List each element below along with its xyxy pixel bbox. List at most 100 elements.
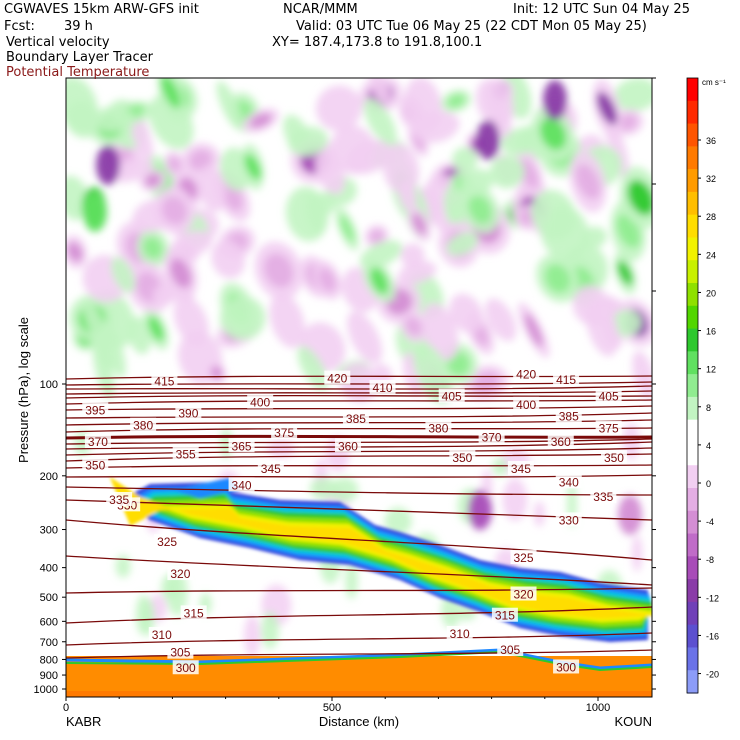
- theta-label: 375: [274, 426, 294, 440]
- theta-label: 305: [170, 646, 190, 660]
- theta-label-bg: [513, 366, 540, 381]
- y-tick-label: 300: [40, 525, 58, 537]
- w-cell: [485, 298, 517, 342]
- colorbar-swatch: [687, 533, 698, 557]
- w-cell: [82, 299, 107, 345]
- theta-label: 350: [85, 458, 105, 472]
- theta-label-bg: [555, 512, 582, 527]
- theta-label: 385: [559, 410, 579, 424]
- theta-line: [66, 555, 652, 586]
- colorbar-label: 20: [706, 288, 716, 298]
- theta-label: 310: [152, 628, 172, 642]
- theta-line: [66, 519, 652, 561]
- theta-label-bg: [497, 642, 524, 657]
- theta-label-bg: [449, 450, 476, 465]
- theta-label-bg: [553, 659, 580, 674]
- theta-line: [66, 399, 652, 405]
- ground-base: [66, 691, 652, 697]
- w-cell: [397, 261, 437, 285]
- w-cell: [531, 189, 577, 240]
- w-cell-core: [619, 114, 638, 131]
- colorbar-label: 24: [706, 250, 716, 260]
- colorbar-label: -4: [706, 517, 714, 527]
- theta-label-bg: [167, 566, 194, 581]
- w-cell-core: [369, 229, 384, 243]
- w-cell-core: [617, 260, 633, 286]
- theta-label: 350: [452, 451, 472, 465]
- w-cell-strong: [618, 495, 642, 535]
- w-cell-strong: [83, 192, 107, 232]
- model-title: CGWAVES 15km ARW-GFS init: [4, 2, 199, 17]
- w-cell: [219, 296, 266, 341]
- theta-label-bg: [148, 626, 175, 641]
- theta-label-bg: [491, 607, 518, 622]
- colorbar-label: -16: [706, 631, 719, 641]
- colorbar-swatch: [687, 283, 698, 307]
- field-2: Boundary Layer Tracer: [6, 50, 153, 65]
- colorbar-swatch: [687, 419, 698, 444]
- theta-label-bg: [172, 660, 199, 675]
- y-axis: 100 200 300 400 500 600 700 800 900 1000: [34, 77, 656, 696]
- theta-label-bg: [175, 405, 202, 420]
- w-cell-core: [339, 215, 355, 242]
- w-cell-core: [189, 149, 213, 171]
- w-cell-strong: [476, 120, 500, 160]
- w-cell: [412, 110, 460, 143]
- w-cell-core: [627, 179, 652, 216]
- theta-label: 405: [442, 390, 462, 404]
- theta-label: 370: [88, 435, 108, 449]
- theta-label: 320: [514, 588, 534, 602]
- theta-label: 415: [154, 374, 174, 388]
- y-tick-label: 800: [40, 654, 58, 666]
- theta-label-bg: [555, 408, 582, 423]
- w-cell: [363, 98, 397, 145]
- theta-label: 310: [450, 627, 470, 641]
- w-cell: [449, 293, 484, 334]
- theta-line: [66, 632, 652, 646]
- x-tick-label: 500: [323, 702, 341, 714]
- w-cell-core: [210, 366, 223, 380]
- field-3: Potential Temperature: [6, 65, 150, 80]
- w-cell-core: [67, 242, 83, 262]
- theta-line: [66, 390, 652, 395]
- theta-label-bg: [555, 474, 582, 489]
- endpoint-right: KOUN: [614, 714, 652, 729]
- theta-label: 315: [184, 606, 204, 620]
- org-label: NCAR/MMM: [283, 2, 358, 17]
- colorbar-label: -20: [706, 670, 719, 680]
- theta-label-bg: [247, 394, 274, 409]
- theta-label: 320: [170, 567, 190, 581]
- x-tick-label: 1000: [586, 702, 610, 714]
- w-cell-core: [596, 91, 618, 126]
- theta-line: [66, 453, 652, 462]
- theta-label: 395: [85, 403, 105, 417]
- w-cell: [287, 126, 329, 157]
- colorbar-swatch: [687, 123, 698, 147]
- theta-label: 410: [373, 381, 393, 395]
- theta-label: 325: [514, 551, 534, 565]
- colorbar-swatch: [687, 328, 698, 352]
- theta-label-bg: [257, 461, 284, 476]
- w-cell-core: [249, 113, 272, 128]
- w-cell: [92, 338, 115, 399]
- theta-label-bg: [513, 396, 540, 411]
- colorbar-label: -8: [706, 555, 714, 565]
- theta-line: [66, 405, 652, 411]
- colorbar-swatch: [687, 647, 698, 671]
- theta-line: [66, 587, 652, 594]
- w-cell-low: [244, 615, 261, 657]
- w-cell: [111, 256, 135, 293]
- w-cell-strong: [543, 80, 567, 120]
- theta-label: 400: [516, 398, 536, 412]
- theta-label-bg: [595, 388, 622, 403]
- w-cell-low: [622, 422, 640, 460]
- w-cell-low: [492, 458, 508, 477]
- endpoint-left: KABR: [66, 714, 101, 729]
- colorbar-swatch: [687, 374, 698, 398]
- theta-label-bg: [478, 429, 505, 444]
- theta-label: 335: [109, 493, 129, 507]
- w-cell-core: [160, 78, 181, 109]
- w-cell-core: [447, 93, 466, 108]
